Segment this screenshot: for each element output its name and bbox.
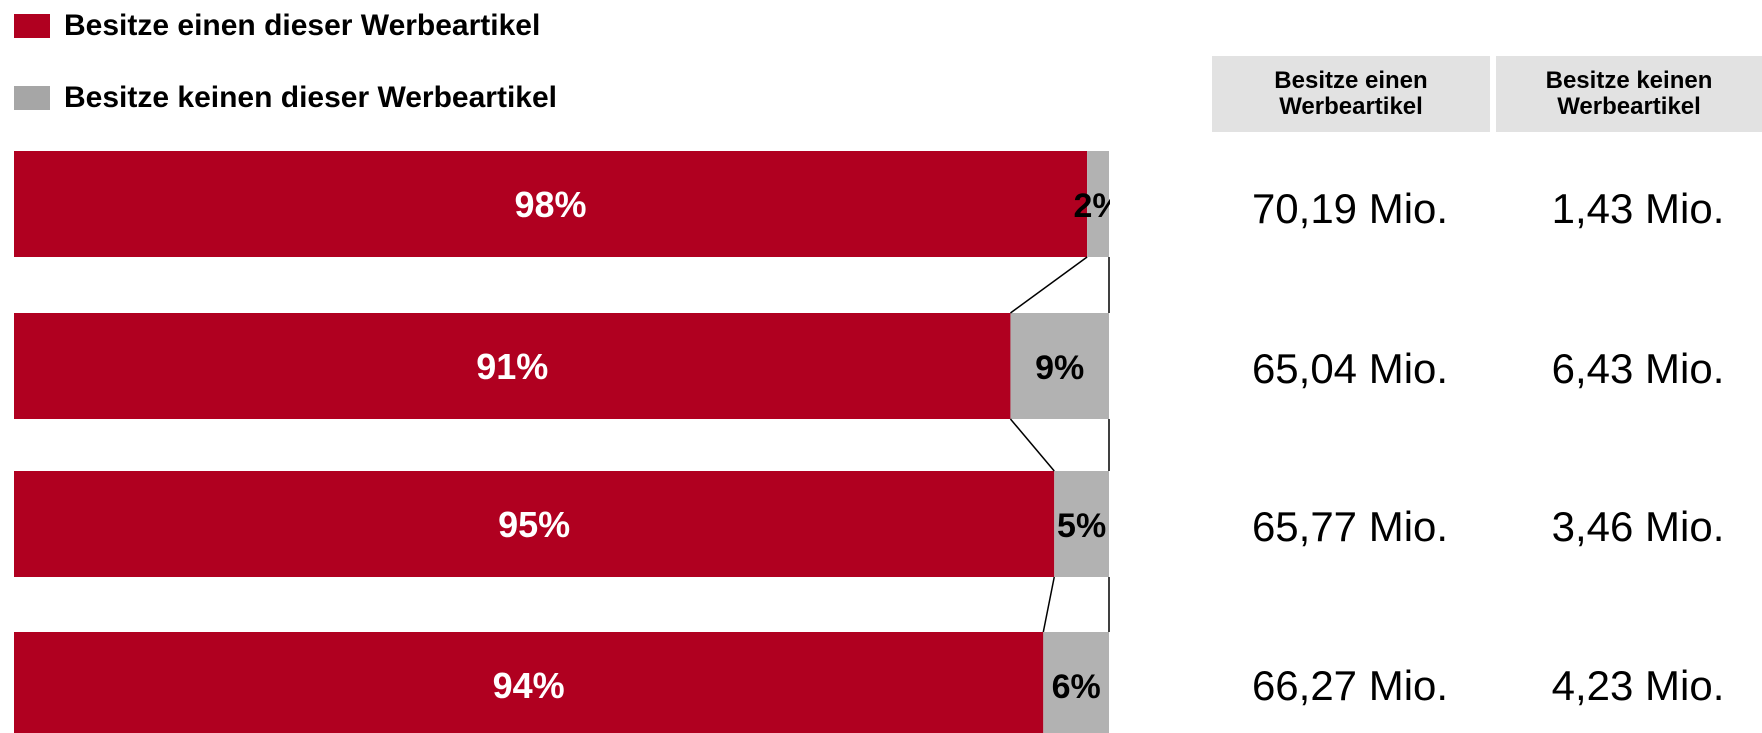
bar-own-2: [14, 313, 1011, 419]
table-cell-not-own-row1: 1,43 Mio.: [1551, 185, 1725, 232]
table-cell-not-own-row3: 3,46 Mio.: [1551, 503, 1725, 550]
data-label-own-2: 91%: [476, 346, 548, 387]
data-label-own-1: 98%: [515, 184, 587, 225]
bar-own-1: [14, 151, 1088, 257]
table-header-own: Besitze einen Werbeartikel: [1212, 56, 1490, 132]
bar-not-own-4: [1043, 632, 1109, 733]
bar-not-own-2: [1010, 313, 1109, 419]
series-connector-line-1: [1010, 256, 1088, 314]
bar-own-3: [14, 471, 1055, 577]
legend-item-not-own: Besitze keinen dieser Werbeartikel: [14, 78, 557, 118]
legend-swatch-not-own: [14, 86, 50, 110]
bar-own-4: [14, 632, 1044, 733]
data-label-not-own-3: 5%: [1057, 507, 1106, 545]
bar-not-own-1: [1087, 151, 1109, 257]
table-cell-own-row2: 65,04 Mio.: [1251, 345, 1449, 392]
legend-label-not-own: Besitze keinen dieser Werbeartikel: [64, 81, 558, 114]
legend-label-own: Besitze einen dieser Werbeartikel: [64, 9, 541, 42]
stacked-bar-chart: 98% 2% 91% 9% 95% 5% 94% 6%: [14, 151, 1110, 733]
table-cell-own-row4: 66,27 Mio.: [1251, 662, 1449, 709]
data-label-not-own-4: 6%: [1052, 668, 1101, 706]
data-label-not-own-1: 2%: [1073, 187, 1110, 225]
table-cell-not-own-row4: 4,23 Mio.: [1551, 662, 1725, 709]
data-label-own-4: 94%: [493, 665, 565, 706]
data-label-own-3: 95%: [498, 504, 570, 545]
series-connector-line-2: [1009, 418, 1055, 472]
legend-swatch-own: [14, 14, 50, 38]
legend-item-own: Besitze einen dieser Werbeartikel: [14, 6, 540, 46]
series-connector-line-3: [1042, 576, 1055, 633]
table-cell-own-row3: 65,77 Mio.: [1251, 503, 1449, 550]
data-label-not-own-2: 9%: [1035, 349, 1084, 387]
table-cell-own-row1: 70,19 Mio.: [1251, 185, 1449, 232]
table-header-not-own: Besitze keinen Werbeartikel: [1496, 56, 1762, 132]
table-cell-not-own-row2: 6,43 Mio.: [1551, 345, 1725, 392]
bar-not-own-3: [1054, 471, 1109, 577]
